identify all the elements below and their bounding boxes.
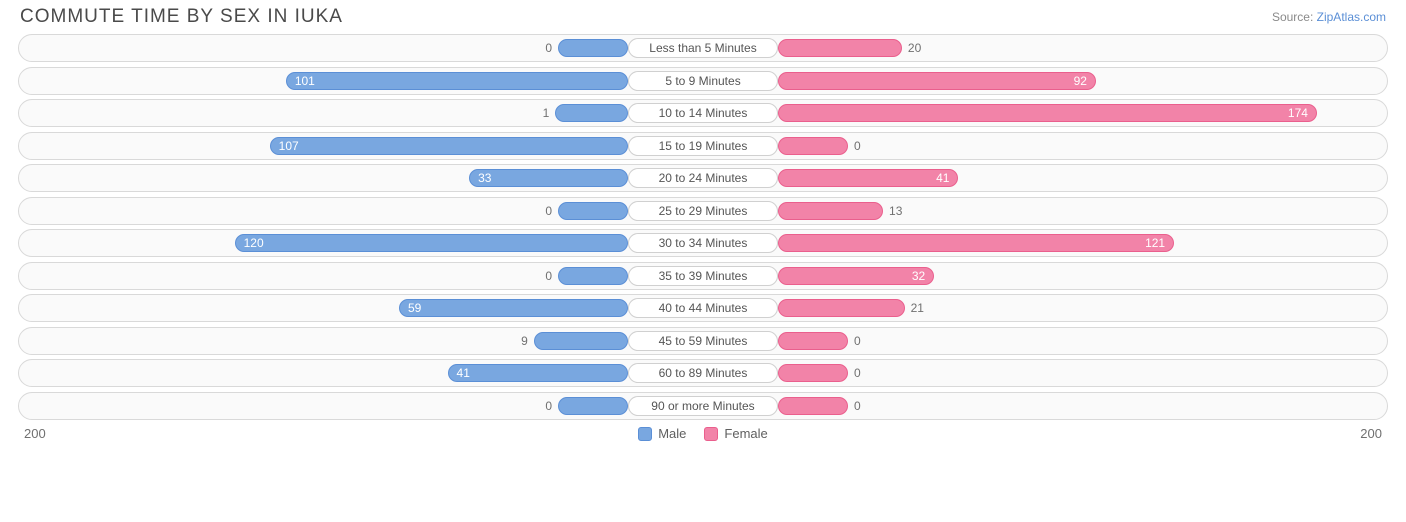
female-bar bbox=[778, 137, 848, 155]
chart-header: Commute Time by Sex in Iuka Source: ZipA… bbox=[0, 0, 1406, 32]
female-value-label: 21 bbox=[911, 301, 924, 315]
male-bar bbox=[555, 104, 628, 122]
row-category-label: 35 to 39 Minutes bbox=[628, 266, 778, 286]
chart-title: Commute Time by Sex in Iuka bbox=[20, 6, 343, 28]
male-value-label: 1 bbox=[543, 106, 550, 120]
chart-row: 0 13 25 to 29 Minutes bbox=[18, 197, 1388, 225]
row-category-label: 10 to 14 Minutes bbox=[628, 103, 778, 123]
female-bar bbox=[778, 397, 848, 415]
legend-male-label: Male bbox=[658, 426, 686, 441]
legend-male: Male bbox=[638, 426, 686, 441]
source-link[interactable]: ZipAtlas.com bbox=[1317, 10, 1386, 24]
female-bar bbox=[778, 202, 883, 220]
male-bar bbox=[558, 202, 628, 220]
female-bar bbox=[778, 299, 905, 317]
male-value-label: 0 bbox=[545, 204, 552, 218]
male-value-label: 9 bbox=[521, 334, 528, 348]
female-bar bbox=[778, 39, 902, 57]
chart-row: 107 0 15 to 19 Minutes bbox=[18, 132, 1388, 160]
male-bar: 33 bbox=[469, 169, 628, 187]
male-bar bbox=[558, 267, 628, 285]
female-value-label: 0 bbox=[854, 399, 861, 413]
female-bar bbox=[778, 364, 848, 382]
female-bar: 121 bbox=[778, 234, 1174, 252]
row-category-label: 40 to 44 Minutes bbox=[628, 298, 778, 318]
male-value-label: 0 bbox=[545, 41, 552, 55]
row-category-label: 25 to 29 Minutes bbox=[628, 201, 778, 221]
axis-max-left: 200 bbox=[24, 426, 46, 441]
male-bar: 101 bbox=[286, 72, 628, 90]
female-bar bbox=[778, 332, 848, 350]
male-value-label: 0 bbox=[545, 269, 552, 283]
male-bar: 107 bbox=[270, 137, 628, 155]
legend-female: Female bbox=[704, 426, 767, 441]
female-value-label: 13 bbox=[889, 204, 902, 218]
row-category-label: 90 or more Minutes bbox=[628, 396, 778, 416]
axis-max-right: 200 bbox=[1360, 426, 1382, 441]
chart-row: 1 17410 to 14 Minutes bbox=[18, 99, 1388, 127]
male-bar bbox=[558, 39, 628, 57]
female-value-label: 20 bbox=[908, 41, 921, 55]
legend: Male Female bbox=[46, 426, 1361, 441]
row-category-label: Less than 5 Minutes bbox=[628, 38, 778, 58]
legend-female-label: Female bbox=[724, 426, 767, 441]
female-bar: 174 bbox=[778, 104, 1317, 122]
female-bar: 32 bbox=[778, 267, 934, 285]
male-value-label: 0 bbox=[545, 399, 552, 413]
row-category-label: 20 to 24 Minutes bbox=[628, 168, 778, 188]
chart-row: 9 0 45 to 59 Minutes bbox=[18, 327, 1388, 355]
chart-row: 41 0 60 to 89 Minutes bbox=[18, 359, 1388, 387]
chart-row: 59 21 40 to 44 Minutes bbox=[18, 294, 1388, 322]
legend-male-swatch bbox=[638, 427, 652, 441]
row-category-label: 30 to 34 Minutes bbox=[628, 233, 778, 253]
chart-row: 120 12130 to 34 Minutes bbox=[18, 229, 1388, 257]
chart-row: 101 925 to 9 Minutes bbox=[18, 67, 1388, 95]
female-bar: 41 bbox=[778, 169, 958, 187]
chart-row: 0 0 90 or more Minutes bbox=[18, 392, 1388, 420]
male-bar bbox=[534, 332, 628, 350]
row-category-label: 45 to 59 Minutes bbox=[628, 331, 778, 351]
row-category-label: 15 to 19 Minutes bbox=[628, 136, 778, 156]
row-category-label: 5 to 9 Minutes bbox=[628, 71, 778, 91]
male-bar: 59 bbox=[399, 299, 628, 317]
female-bar: 92 bbox=[778, 72, 1096, 90]
female-value-label: 0 bbox=[854, 334, 861, 348]
chart-row: 33 4120 to 24 Minutes bbox=[18, 164, 1388, 192]
chart-row: 0 20 Less than 5 Minutes bbox=[18, 34, 1388, 62]
male-bar bbox=[558, 397, 628, 415]
row-category-label: 60 to 89 Minutes bbox=[628, 363, 778, 383]
male-bar: 120 bbox=[235, 234, 628, 252]
female-value-label: 0 bbox=[854, 366, 861, 380]
male-bar: 41 bbox=[448, 364, 628, 382]
chart-row: 0 3235 to 39 Minutes bbox=[18, 262, 1388, 290]
legend-female-swatch bbox=[704, 427, 718, 441]
chart-area: 0 20 Less than 5 Minutes101 925 to 9 Minute… bbox=[0, 32, 1406, 420]
female-value-label: 0 bbox=[854, 139, 861, 153]
chart-footer: 200 Male Female 200 bbox=[0, 424, 1406, 441]
chart-source: Source: ZipAtlas.com bbox=[1272, 10, 1386, 24]
source-label: Source: bbox=[1272, 10, 1313, 24]
